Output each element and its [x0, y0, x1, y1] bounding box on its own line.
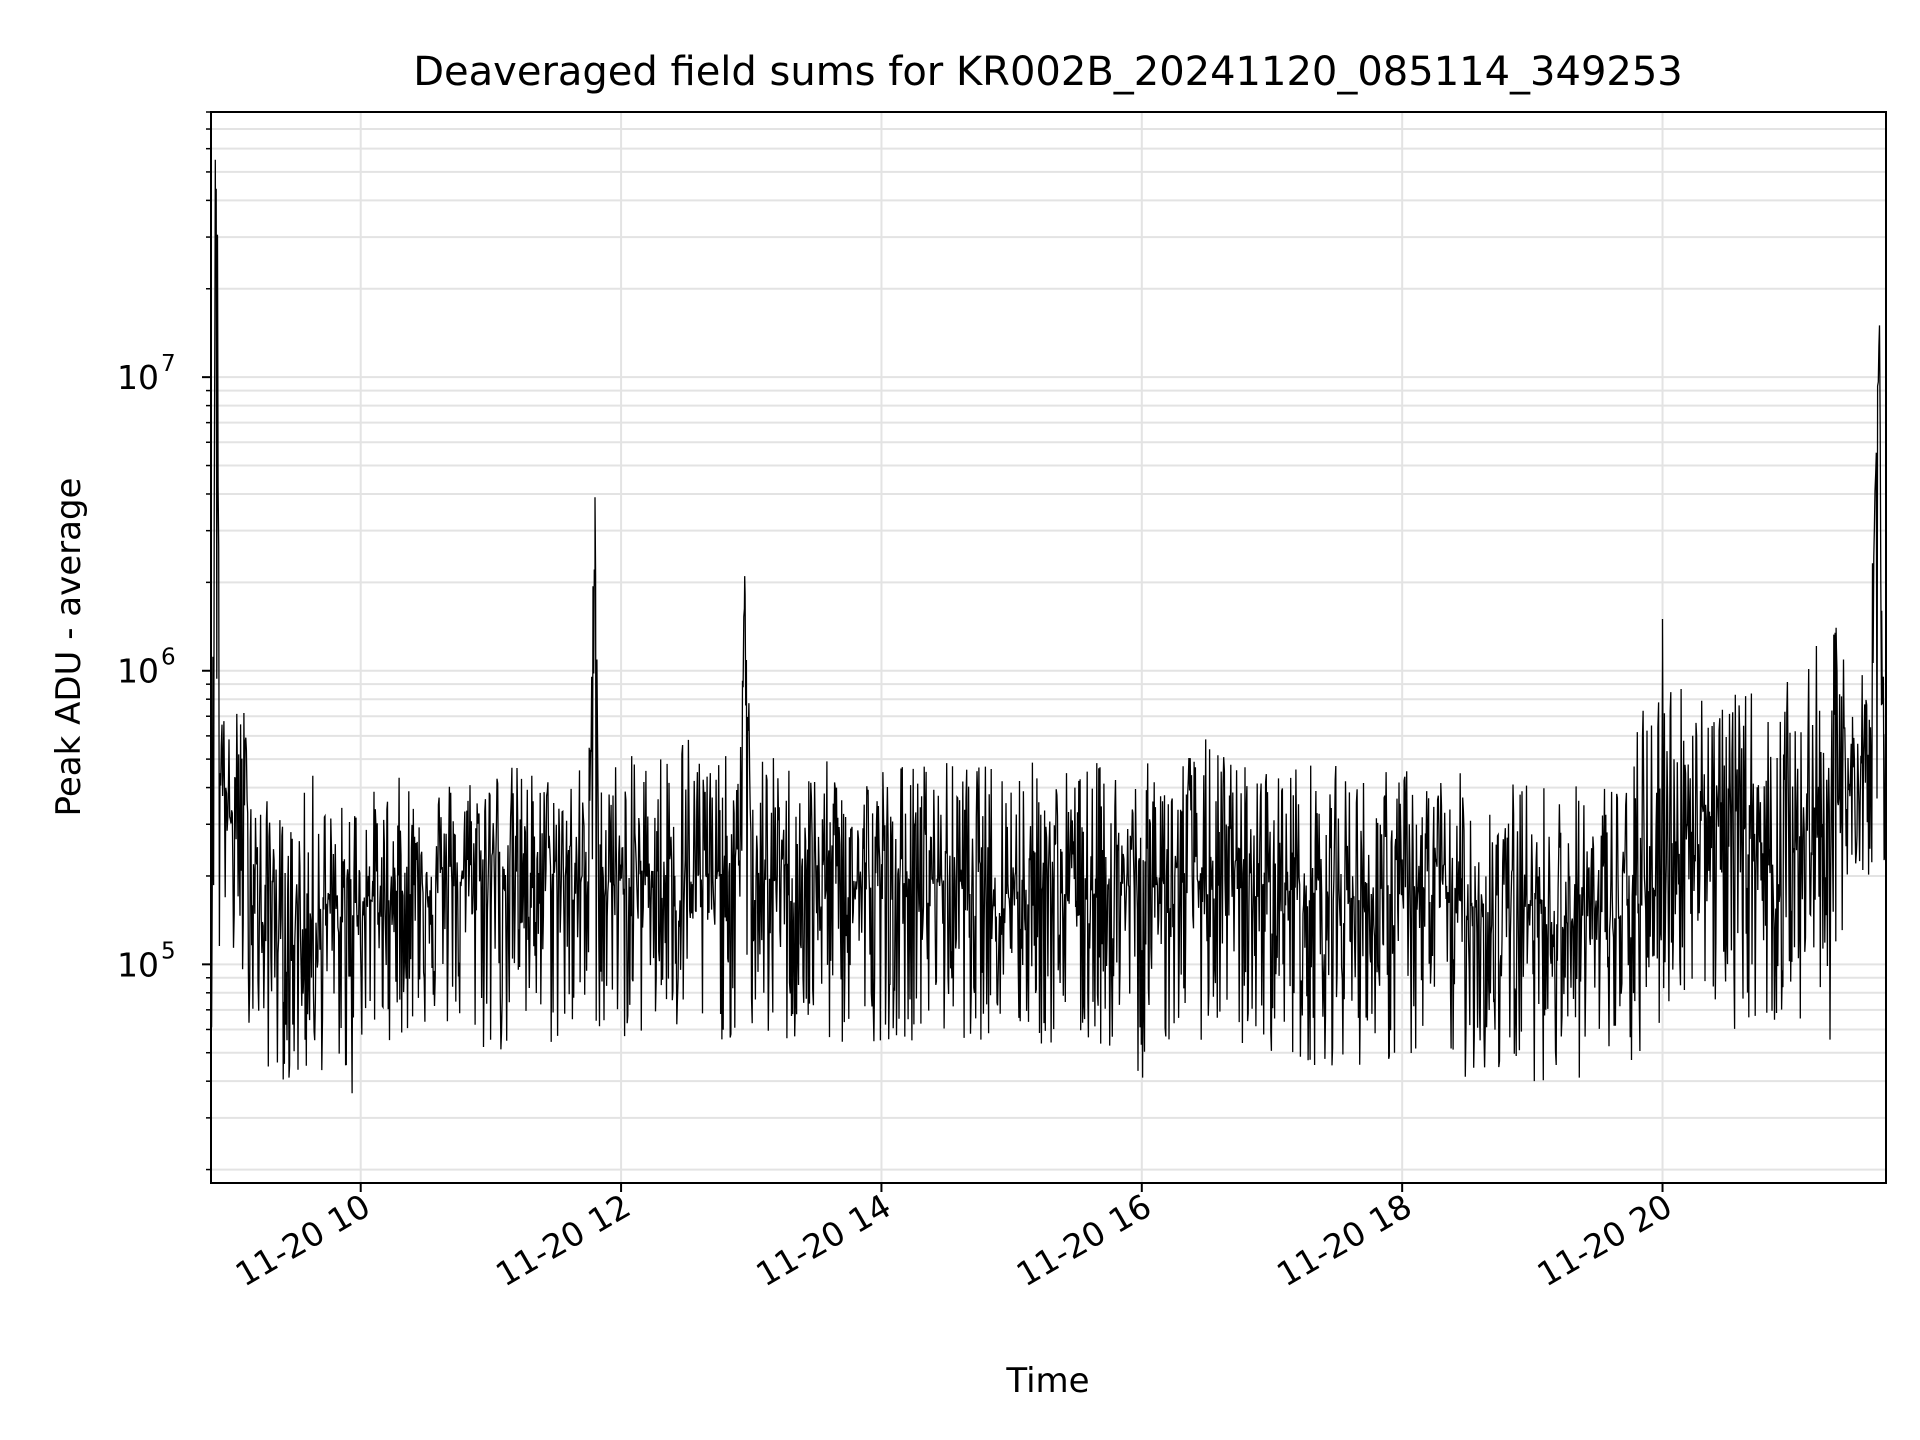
- chart-title: Deaveraged field sums for KR002B_2024112…: [413, 49, 1683, 95]
- y-tick-label: 10: [117, 652, 159, 691]
- data-series: [210, 159, 1887, 1094]
- y-tick-exponent: 5: [161, 938, 176, 964]
- series-line: [210, 159, 1887, 1094]
- y-axis-label: Peak ADU - average: [49, 478, 89, 817]
- x-axis-label: Time: [1005, 1361, 1089, 1401]
- plot-frame: [210, 111, 1887, 1184]
- y-tick-label: 10: [117, 358, 159, 397]
- y-tick-label: 10: [117, 945, 159, 984]
- y-tick-exponent: 6: [161, 645, 176, 671]
- y-tick-exponent: 7: [161, 351, 176, 377]
